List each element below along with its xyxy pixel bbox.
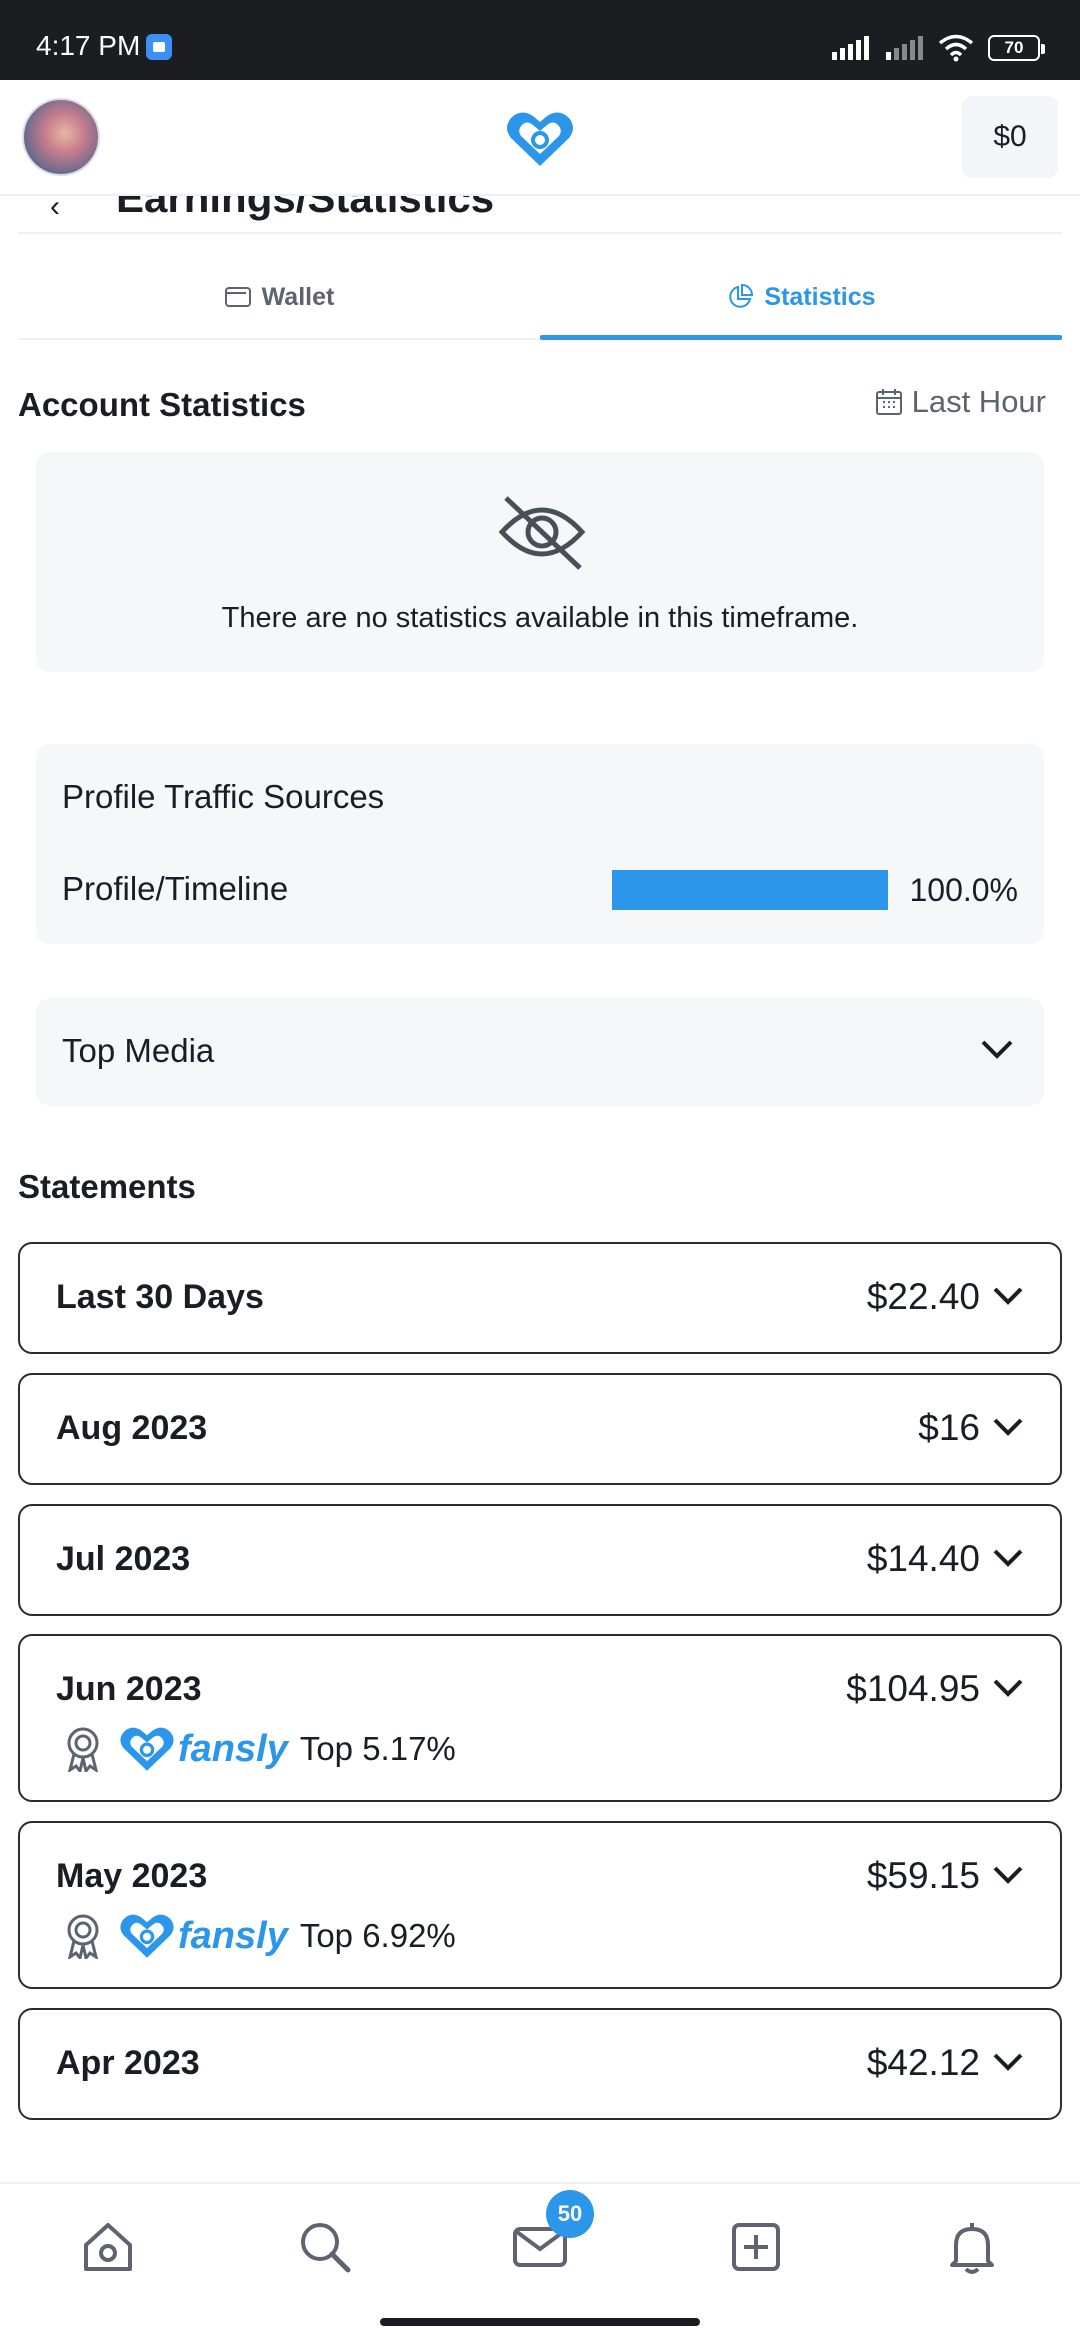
bell-icon [950,2223,994,2274]
award-ribbon-icon [67,1914,99,1959]
home-indicator [380,2318,700,2326]
signal-icon [832,36,869,60]
wallet-icon [224,287,251,307]
plus-square-icon [732,2223,780,2271]
avatar[interactable] [22,98,100,176]
top-percent: Top 6.92% [299,1917,456,1954]
calendar-icon [875,389,902,415]
eye-slash-icon [498,496,586,570]
statement-amount: $59.15 [866,1855,980,1896]
app-bar: $0 [0,80,1080,196]
chevron-down-icon [981,1040,1013,1059]
battery-icon: 70 [988,35,1045,61]
statement-label: Jul 2023 [56,1540,191,1578]
top-rank-row: fansly Top 6.92% [62,1911,456,1961]
statement-amount: $104.95 [846,1668,980,1709]
account-statistics-title: Account Statistics [18,386,306,423]
traffic-source-bar-fill [612,870,888,910]
chevron-down-icon [993,1679,1023,1697]
statements-title: Statements [18,1168,196,1205]
nav-notifications[interactable] [937,2212,1007,2282]
chevron-down-icon [993,1418,1023,1436]
wifi-icon [938,34,974,62]
page-header: ‹ Earnings/Statistics [0,196,1080,232]
fansly-logo-icon [120,1914,174,1958]
statement-amount: $14.40 [866,1538,980,1579]
status-icons: 70 [830,30,1045,66]
back-arrow-icon[interactable]: ‹ [50,196,60,223]
chevron-down-icon [993,1866,1023,1884]
balance-button[interactable]: $0 [962,96,1058,178]
chevron-down-icon [993,2053,1023,2071]
statement-jun-2023[interactable]: Jun 2023 $104.95 fansly Top 5.17% [18,1634,1062,1802]
no-statistics-card: There are no statistics available in thi… [36,452,1044,672]
status-bar: 4:17 PM 70 [0,0,1080,80]
traffic-sources-title: Profile Traffic Sources [62,778,385,815]
statement-amount: $22.40 [866,1276,980,1317]
home-icon [84,2223,132,2271]
tab-wallet-label: Wallet [261,282,335,311]
statement-aug-2023[interactable]: Aug 2023 $16 [18,1373,1062,1485]
award-ribbon-icon [67,1727,99,1772]
fansly-logo-icon [120,1727,174,1771]
tab-wallet[interactable]: Wallet [18,256,540,338]
statement-label: Aug 2023 [56,1409,208,1447]
top-media-card[interactable]: Top Media [36,998,1044,1106]
envelope-icon [513,2227,567,2267]
nav-search[interactable] [290,2212,360,2282]
traffic-source-bar [612,870,888,910]
traffic-source-label: Profile/Timeline [62,870,289,907]
nav-home[interactable] [73,2212,143,2282]
statement-amount: $16 [918,1407,980,1448]
statement-last-30-days[interactable]: Last 30 Days $22.40 [18,1242,1062,1354]
signal-secondary-icon [886,36,923,60]
chevron-down-icon [993,1287,1023,1305]
traffic-sources-card: Profile Traffic Sources Profile/Timeline… [36,744,1044,944]
statement-label: Apr 2023 [56,2044,200,2082]
chevron-down-icon [993,1549,1023,1567]
statement-apr-2023[interactable]: Apr 2023 $42.12 [18,2008,1062,2120]
timeframe-label: Last Hour [911,384,1046,419]
statement-may-2023[interactable]: May 2023 $59.15 fansly Top 6.92% [18,1821,1062,1989]
traffic-source-percent: 100.0% [909,872,1018,908]
messages-badge: 50 [546,2190,594,2238]
empty-message: There are no statistics available in thi… [221,602,859,634]
divider [18,232,1062,234]
tab-statistics[interactable]: Statistics [540,256,1062,340]
timeframe-selector[interactable]: Last Hour [874,384,1046,420]
pie-chart-icon [729,283,754,308]
top-percent: Top 5.17% [299,1730,456,1767]
notification-app-icon [146,34,172,60]
brand-name: fansly [178,1914,288,1957]
brand-name: fansly [178,1727,288,1770]
top-rank-row: fansly Top 5.17% [62,1724,456,1774]
statement-label: Last 30 Days [56,1278,264,1316]
nav-create[interactable] [721,2212,791,2282]
fansly-logo-icon[interactable] [505,108,575,170]
nav-messages[interactable] [505,2212,575,2282]
bottom-nav [0,2182,1080,2340]
status-time: 4:17 PM [36,30,141,61]
tab-statistics-label: Statistics [764,282,876,311]
statement-jul-2023[interactable]: Jul 2023 $14.40 [18,1504,1062,1616]
page-title: Earnings/Statistics [116,196,495,221]
search-icon [301,2223,351,2273]
statement-label: May 2023 [56,1857,208,1895]
statement-amount: $42.12 [866,2042,980,2083]
tab-bar: Wallet Statistics [18,256,1062,340]
top-media-title: Top Media [62,1032,215,1069]
statement-label: Jun 2023 [56,1670,202,1708]
